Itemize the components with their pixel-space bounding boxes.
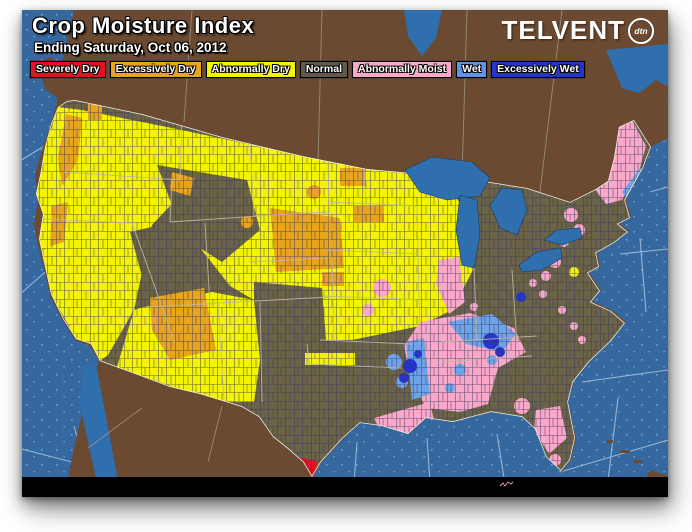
brand-logo: TELVENT dtn bbox=[501, 15, 654, 46]
legend-item-abnormally-dry: Abnormally Dry bbox=[204, 60, 297, 79]
map-subtitle: Ending Saturday, Oct 06, 2012 bbox=[34, 40, 227, 55]
dtn-badge-icon: dtn bbox=[628, 17, 654, 44]
james-bay bbox=[404, 10, 442, 56]
lake-superior bbox=[404, 156, 491, 201]
map-legend: Severely Dry Excessively Dry Abnormally … bbox=[29, 60, 586, 79]
lake-erie bbox=[518, 247, 563, 273]
page-title: Crop Moisture Index bbox=[32, 13, 255, 38]
lake-huron bbox=[489, 187, 528, 236]
legend-item-normal: Normal bbox=[298, 60, 350, 79]
lake-ontario bbox=[543, 227, 583, 246]
state-borders bbox=[39, 117, 538, 403]
legend-item-excessively-dry: Excessively Dry bbox=[108, 60, 203, 79]
great-lakes bbox=[404, 156, 583, 273]
brand-name: TELVENT bbox=[501, 15, 625, 45]
gulf-of-california bbox=[80, 364, 122, 497]
nova-scotia bbox=[620, 80, 668, 126]
legend-item-severely-dry: Severely Dry bbox=[29, 60, 107, 79]
weather-map-figure: Crop Moisture Index Ending Saturday, Oct… bbox=[22, 10, 668, 497]
footer-bar bbox=[22, 477, 668, 497]
cmi-map-canvas bbox=[22, 10, 668, 497]
legend-item-excessively-wet: Excessively Wet bbox=[490, 60, 586, 79]
legend-item-wet: Wet bbox=[455, 60, 489, 79]
watermark-scribble bbox=[499, 481, 514, 487]
lake-michigan bbox=[455, 194, 481, 269]
legend-item-abnormally-moist: Abnormally Moist bbox=[350, 60, 454, 79]
